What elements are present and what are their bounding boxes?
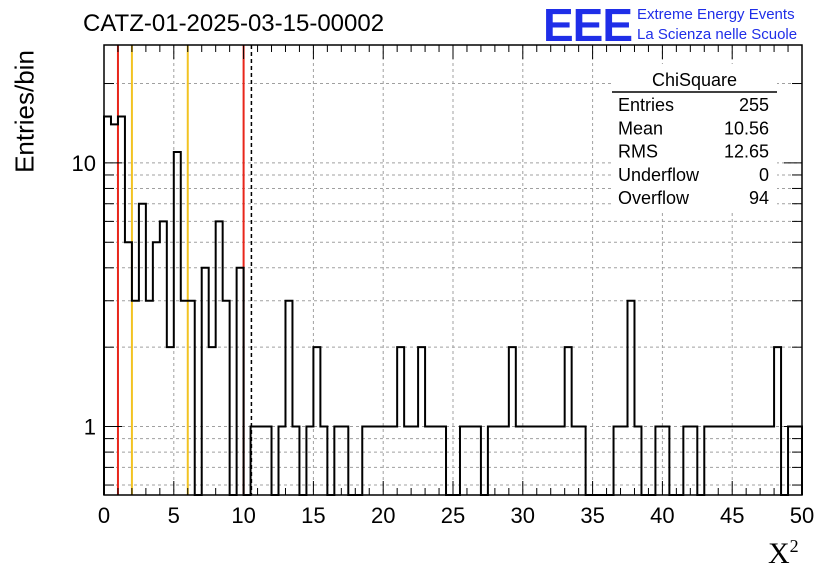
x-axis-label: X2 xyxy=(768,536,799,571)
y-axis-label: Entries/bin xyxy=(9,50,40,173)
y-tick-label: 1 xyxy=(84,415,96,440)
x-axis-label-base: X xyxy=(768,537,790,570)
logo-line-1: Extreme Energy Events xyxy=(637,6,795,23)
stats-value: 0 xyxy=(759,165,769,185)
stats-label: Underflow xyxy=(618,165,700,185)
x-tick-label: 25 xyxy=(441,503,465,528)
stats-label: RMS xyxy=(618,142,658,162)
x-tick-label: 10 xyxy=(231,503,255,528)
stats-value: 12.65 xyxy=(724,142,769,162)
x-tick-label: 5 xyxy=(168,503,180,528)
x-tick-label: 35 xyxy=(580,503,604,528)
stats-value: 255 xyxy=(739,95,769,115)
y-tick-labels: 1 10 xyxy=(72,151,96,440)
x-tick-label: 20 xyxy=(371,503,395,528)
x-tick-label: 30 xyxy=(511,503,535,528)
stats-box-title: ChiSquare xyxy=(652,70,737,90)
stats-value: 10.56 xyxy=(724,118,769,138)
y-tick-label: 10 xyxy=(72,151,96,176)
grid-lines xyxy=(104,45,802,495)
x-tick-label: 15 xyxy=(301,503,325,528)
stats-box: ChiSquare Entries 255 Mean 10.56 RMS 12.65 Unde… xyxy=(612,64,777,212)
x-tick-label: 0 xyxy=(98,503,110,528)
stats-label: Mean xyxy=(618,118,663,138)
stats-label: Overflow xyxy=(618,188,690,208)
stats-box-background xyxy=(612,64,777,212)
x-tick-label: 50 xyxy=(790,503,814,528)
x-axis-label-superscript: 2 xyxy=(789,536,799,556)
x-tick-labels: 0 5 10 15 20 25 30 35 40 45 50 xyxy=(98,503,814,528)
x-tick-label: 40 xyxy=(650,503,674,528)
axis-ticks xyxy=(103,45,803,495)
stats-value: 94 xyxy=(749,188,769,208)
stats-label: Entries xyxy=(618,95,674,115)
eee-logo: EEE xyxy=(543,0,633,51)
chart-title: CATZ-01-2025-03-15-00002 xyxy=(83,10,385,37)
logo-line-2: La Scienza nelle Scuole xyxy=(637,26,798,43)
x-tick-label: 45 xyxy=(720,503,744,528)
